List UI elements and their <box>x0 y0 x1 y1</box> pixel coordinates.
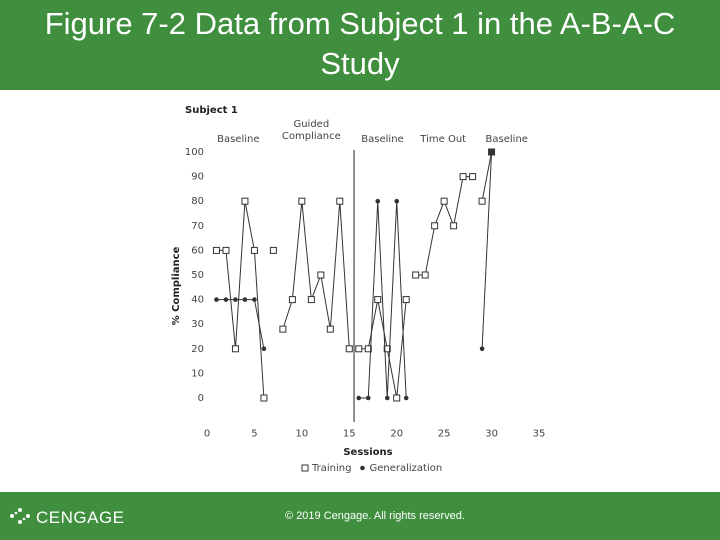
point <box>317 271 325 279</box>
point <box>384 395 390 401</box>
point <box>421 271 429 279</box>
y-tick-label: 20 <box>191 344 204 355</box>
y-tick-label: 10 <box>191 368 204 379</box>
y-tick-label: 30 <box>191 319 204 330</box>
point <box>364 345 372 353</box>
point <box>241 197 249 205</box>
y-tick-label: 70 <box>191 221 204 232</box>
point <box>365 395 371 401</box>
x-tick-label: 5 <box>251 429 257 440</box>
point <box>469 173 477 181</box>
point <box>478 197 486 205</box>
series-line <box>481 151 493 202</box>
point <box>233 297 238 302</box>
point <box>288 296 296 304</box>
point <box>307 296 315 304</box>
x-tick-label: 15 <box>343 429 356 440</box>
point <box>242 297 248 302</box>
phase-label: Guided Compliance <box>281 119 341 142</box>
legend-label: Generalization <box>369 463 442 474</box>
point <box>393 394 401 402</box>
series-line <box>282 201 350 349</box>
point <box>431 222 439 230</box>
point <box>214 297 219 302</box>
y-tick-label: 60 <box>191 245 204 256</box>
y-tick-label: 50 <box>191 270 204 281</box>
footer-band: CENGAGE © 2019 Cengage. All rights reser… <box>0 492 720 540</box>
point <box>252 297 257 302</box>
point <box>223 297 229 302</box>
point <box>440 197 448 205</box>
logo-icon <box>10 508 30 524</box>
phase-label: Baseline <box>361 134 404 145</box>
point <box>479 346 485 352</box>
point <box>394 198 400 204</box>
y-axis-title: % Compliance <box>171 246 182 325</box>
point <box>459 173 467 181</box>
point <box>336 197 344 205</box>
point <box>374 296 382 304</box>
point <box>345 345 353 353</box>
x-axis-title: Sessions <box>343 447 392 458</box>
series-line <box>216 299 265 349</box>
point <box>383 345 391 353</box>
x-tick-label: 30 <box>485 429 498 440</box>
point <box>212 246 220 254</box>
y-tick-label: 40 <box>191 295 204 306</box>
y-tick-label: 0 <box>198 393 204 404</box>
x-tick-label: 35 <box>533 429 546 440</box>
phase-label: Baseline <box>217 134 260 145</box>
point <box>375 198 381 204</box>
point <box>261 346 267 352</box>
point <box>402 296 410 304</box>
point <box>489 149 494 155</box>
point <box>250 246 258 254</box>
legend-marker <box>301 464 309 472</box>
header-band: Figure 7-2 Data from Subject 1 in the A-… <box>0 0 720 90</box>
phase-label: Time Out <box>420 134 467 145</box>
point <box>403 395 409 401</box>
point <box>326 325 334 333</box>
point <box>450 222 458 230</box>
series-line <box>481 151 493 349</box>
point <box>269 246 277 254</box>
copyright: © 2019 Cengage. All rights reserved. <box>285 510 465 522</box>
y-tick-label: 80 <box>191 196 204 207</box>
logo-text: CENGAGE <box>36 508 125 527</box>
point <box>356 395 362 401</box>
series-line <box>415 176 473 276</box>
slide-title: Figure 7-2 Data from Subject 1 in the A-… <box>44 6 676 81</box>
point <box>231 345 239 353</box>
x-tick-label: 25 <box>438 429 451 440</box>
subtitle: Subject 1 <box>185 105 238 116</box>
point <box>279 325 287 333</box>
legend-label: Training <box>311 463 351 474</box>
y-tick-label: 90 <box>191 172 204 183</box>
x-tick-label: 0 <box>204 429 210 440</box>
y-tick-label: 100 <box>185 147 204 158</box>
point <box>298 197 306 205</box>
x-tick-label: 20 <box>390 429 403 440</box>
point <box>260 394 268 402</box>
point <box>355 345 363 353</box>
legend-marker <box>360 465 365 471</box>
point <box>412 271 420 279</box>
point <box>222 246 230 254</box>
x-tick-label: 10 <box>295 429 308 440</box>
phase-label: Baseline <box>485 134 528 145</box>
